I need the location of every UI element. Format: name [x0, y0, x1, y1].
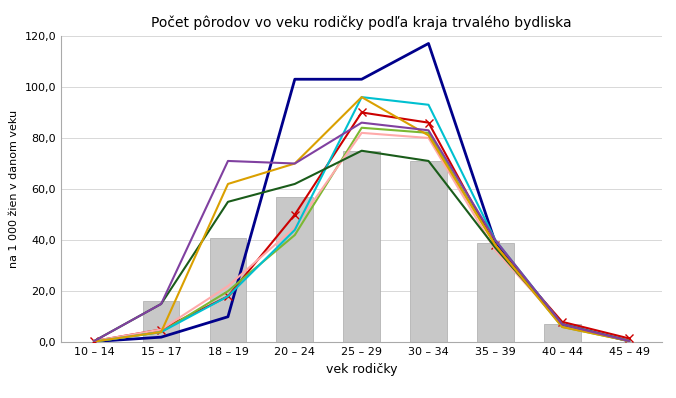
- Banskobystrický kraj: [425, 158, 433, 163]
- X-axis label: vek rodičky: vek rodičky: [326, 363, 397, 376]
- Bratislavský kraj: [358, 77, 366, 82]
- Bar: [477, 243, 514, 342]
- Bratislavský kraj: [224, 314, 232, 319]
- Line: Bratislavský kraj: Bratislavský kraj: [94, 43, 629, 341]
- Line: Nitriansky kraj: Nitriansky kraj: [94, 133, 629, 341]
- Žilinský kraj: [90, 339, 98, 344]
- Nitriansky kraj: [625, 339, 633, 343]
- Bar: [343, 151, 380, 342]
- Nitriansky kraj: [90, 339, 98, 343]
- Bratislavský kraj: [425, 41, 433, 46]
- Line: Trnavýk kraj: Trnavýk kraj: [90, 108, 633, 345]
- Trenčiansky kraj: [224, 289, 232, 294]
- Trenčiansky kraj: [358, 125, 366, 130]
- Trenčiansky kraj: [425, 131, 433, 135]
- Žilinský kraj: [157, 330, 165, 334]
- Bar: [610, 341, 648, 342]
- Banskobystrický kraj: [90, 339, 98, 343]
- Košický kraj: [625, 339, 633, 343]
- Košický kraj: [491, 238, 500, 242]
- Trenčiansky kraj: [558, 325, 566, 330]
- Bar: [210, 238, 246, 342]
- Trenčiansky kraj: [625, 339, 633, 343]
- Line: Trenčiansky kraj: Trenčiansky kraj: [94, 128, 629, 341]
- Trenčiansky kraj: [90, 339, 98, 344]
- Trnavýk kraj: [425, 120, 433, 125]
- Žilinský kraj: [625, 339, 633, 343]
- Trnavýk kraj: [358, 110, 366, 115]
- Bratislavský kraj: [291, 77, 299, 82]
- Bratislavský kraj: [625, 339, 633, 343]
- Trnavýk kraj: [90, 339, 98, 343]
- Nitriansky kraj: [224, 284, 232, 289]
- Line: Banskobystrický kraj: Banskobystrický kraj: [94, 151, 629, 341]
- Nitriansky kraj: [291, 225, 299, 230]
- Banskobystrický kraj: [224, 199, 232, 204]
- Title: Počet pôrodov vo veku rodičky podľa kraja trvalého bydliska: Počet pôrodov vo veku rodičky podľa kraj…: [151, 16, 572, 31]
- Banskobystrický kraj: [491, 246, 500, 250]
- Košický kraj: [558, 322, 566, 327]
- Košický kraj: [358, 120, 366, 125]
- Bar: [76, 341, 113, 342]
- Banskobystrický kraj: [625, 339, 633, 343]
- Nitriansky kraj: [157, 327, 165, 332]
- Bar: [410, 161, 447, 342]
- Žilinský kraj: [224, 294, 232, 298]
- Nitriansky kraj: [558, 322, 566, 327]
- Košický kraj: [224, 158, 232, 163]
- Prešovský kraj: [291, 161, 299, 166]
- Prešovský kraj: [425, 133, 433, 138]
- Prešovský kraj: [625, 339, 633, 343]
- Žilinský kraj: [491, 238, 500, 242]
- Banskobystrický kraj: [358, 148, 366, 153]
- Žilinský kraj: [291, 228, 299, 232]
- Bar: [544, 324, 581, 342]
- Trnavýk kraj: [625, 336, 633, 341]
- Bratislavský kraj: [90, 339, 98, 344]
- Trenčiansky kraj: [291, 232, 299, 237]
- Bratislavský kraj: [491, 240, 500, 245]
- Line: Prešovský kraj: Prešovský kraj: [94, 97, 629, 341]
- Žilinský kraj: [358, 95, 366, 100]
- Košický kraj: [90, 339, 98, 343]
- Žilinský kraj: [558, 322, 566, 327]
- Košický kraj: [157, 302, 165, 306]
- Košický kraj: [425, 128, 433, 133]
- Bar: [143, 301, 180, 342]
- Banskobystrický kraj: [291, 181, 299, 186]
- Prešovský kraj: [358, 95, 366, 100]
- Trnavýk kraj: [558, 320, 566, 324]
- Trnavýk kraj: [291, 212, 299, 217]
- Žilinský kraj: [425, 102, 433, 107]
- Bratislavský kraj: [558, 322, 566, 327]
- Line: Košický kraj: Košický kraj: [94, 123, 629, 341]
- Banskobystrický kraj: [558, 322, 566, 327]
- Prešovský kraj: [224, 181, 232, 186]
- Nitriansky kraj: [425, 136, 433, 140]
- Prešovský kraj: [558, 325, 566, 330]
- Trenčiansky kraj: [157, 330, 165, 334]
- Prešovský kraj: [157, 330, 165, 334]
- Nitriansky kraj: [358, 131, 366, 135]
- Line: Žilinský kraj: Žilinský kraj: [94, 97, 629, 341]
- Y-axis label: na 1 000 žien v danom veku: na 1 000 žien v danom veku: [9, 110, 19, 268]
- Banskobystrický kraj: [157, 302, 165, 306]
- Nitriansky kraj: [491, 248, 500, 253]
- Prešovský kraj: [491, 243, 500, 248]
- Trnavýk kraj: [224, 294, 232, 298]
- Prešovský kraj: [90, 339, 98, 344]
- Košický kraj: [291, 161, 299, 166]
- Trnavýk kraj: [491, 243, 500, 248]
- Bar: [276, 197, 313, 342]
- Trnavýk kraj: [157, 327, 165, 332]
- Bratislavský kraj: [157, 335, 165, 339]
- Trenčiansky kraj: [491, 243, 500, 248]
